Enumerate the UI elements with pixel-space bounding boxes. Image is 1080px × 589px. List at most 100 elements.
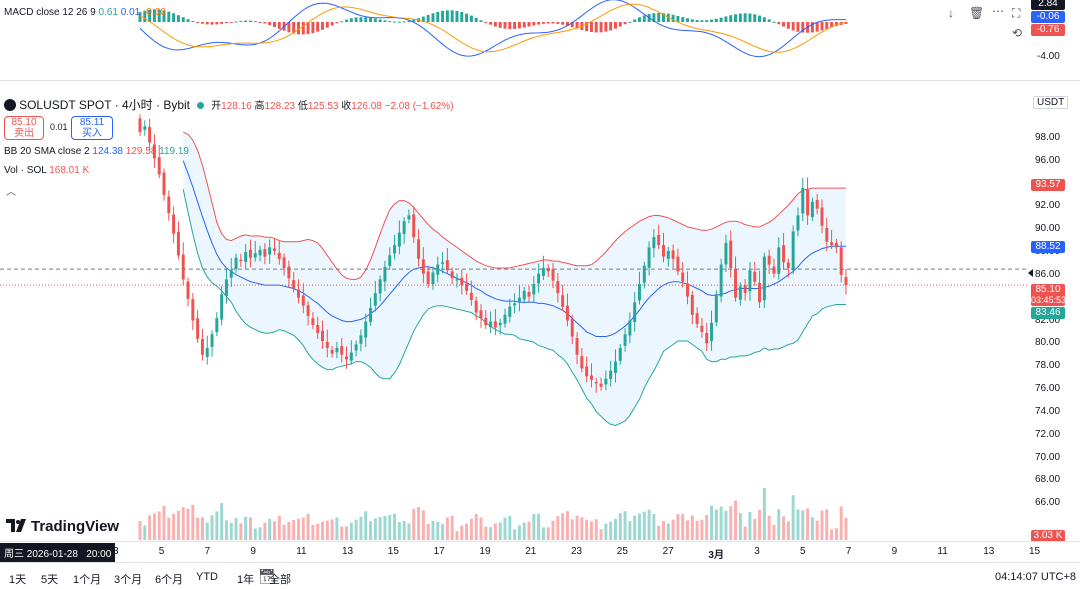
candle-body [493,321,497,328]
price-chart[interactable] [0,81,1028,541]
candle [369,297,373,326]
more-icon[interactable]: ⋯ [992,4,1004,18]
volume-bar [321,521,324,540]
candle [272,238,276,255]
volume-bar [743,526,747,540]
candle-body [777,247,781,274]
time-axis[interactable]: 3 5 7 9 11 13 15 17 19 21 23 25 27 3月 3 5 7 9 11 13 15 [0,542,1040,561]
candle [484,309,488,330]
macd-hist-bar [268,22,272,26]
arrow-down-icon[interactable]: ↓ [948,6,954,20]
range-button[interactable]: 全部 [269,574,291,586]
macd-hist-bar [215,22,219,25]
volume-bar [796,509,800,540]
macd-hist-bar [412,19,416,22]
vol-label: Vol · SOL [4,165,47,176]
volume-bar [758,509,762,540]
buy-button[interactable]: 85.11 买入 [71,116,113,140]
candle-body [623,334,627,346]
candle [686,271,689,305]
candle-body [373,293,377,306]
range-button[interactable]: 6个月 [155,574,184,586]
candle-body [330,349,334,354]
currency-select[interactable]: USDT [1033,96,1069,109]
candle-body [364,321,368,338]
candle-body [369,307,373,322]
candle [637,271,641,305]
candle [503,308,507,328]
time-tick-label: 27 [662,546,674,557]
collapse-legend-icon[interactable]: ︿ [6,187,16,198]
volume-bar [561,513,565,540]
volume-bar [738,513,742,540]
candle [200,328,204,361]
candle-body [561,295,565,307]
candle [229,258,233,288]
candle-body [537,273,541,284]
candle [695,307,699,328]
macd-hist-bar [474,17,478,22]
candle [589,363,593,388]
macd-pane[interactable] [0,0,1028,80]
volume-bar [373,518,377,540]
candle-body [839,247,843,275]
range-button[interactable]: 3个月 [114,574,143,586]
volume-bar [839,506,843,540]
volume-bar [575,515,579,540]
candle [772,258,776,278]
volume-bar [714,509,718,540]
symbol-title[interactable]: SOLUSDT SPOT · 4小时 · Bybit [19,98,190,112]
candle-body [359,335,363,344]
candle-body [152,144,156,159]
open-value: 128.16 [221,101,252,112]
maximize-pane-icon[interactable]: ⛶ [1012,6,1021,20]
macd-hist-bar [378,19,382,22]
macd-hist-bar [676,15,680,22]
macd-hist-bar [167,11,171,22]
close-label: 收 [341,101,352,112]
range-button[interactable]: 5天 [41,574,59,586]
candle [191,293,195,330]
volume-bar [460,525,464,540]
candle [244,243,248,270]
volume-bar [172,513,176,540]
candle [647,241,651,276]
macd-hist-bar [498,22,502,28]
macd-hist-bar [277,22,281,29]
candle [820,199,824,234]
macd-hist-bar [143,10,147,22]
price-tick-label: 70.00 [1035,451,1061,463]
macd-hist-bar [465,13,469,22]
range-button[interactable]: 1年 [237,574,255,586]
range-button[interactable]: 1天 [9,574,27,586]
macd-hist-bar [565,22,569,26]
volume-bar [345,526,349,540]
candle-body [613,361,617,373]
volume-bar [830,529,834,540]
candle-body [594,382,598,384]
candle [431,266,435,290]
sell-button[interactable]: 85.10 卖出 [4,116,44,140]
candle [830,230,834,250]
collapse-pane-icon[interactable]: ⟲ [1012,26,1023,40]
candle-body [710,322,714,342]
candle-body [220,294,224,320]
macd-hist-bar [354,17,358,22]
candle [618,343,622,365]
macd-hist-bar [724,16,728,22]
tradingview-logo[interactable]: TradingView [6,516,119,536]
candle-body [618,347,622,361]
bb-lower-tag: 83.46 [1031,307,1065,319]
range-button[interactable]: YTD [196,571,218,583]
low-value: 125.53 [307,101,339,112]
clock[interactable]: 04:14:07 UTC+8 [995,571,1077,583]
trash-icon[interactable]: 🗑︎ [969,6,985,20]
macd-hist-bar [393,21,397,23]
range-button[interactable]: 1个月 [73,574,102,586]
macd-hist-bar [791,22,795,31]
candle-body [762,256,766,301]
date-range-icon[interactable]: 📅︎ [258,568,276,584]
macd-hist-bar [570,22,574,28]
candle-body [825,227,829,242]
candle-body [393,245,397,254]
